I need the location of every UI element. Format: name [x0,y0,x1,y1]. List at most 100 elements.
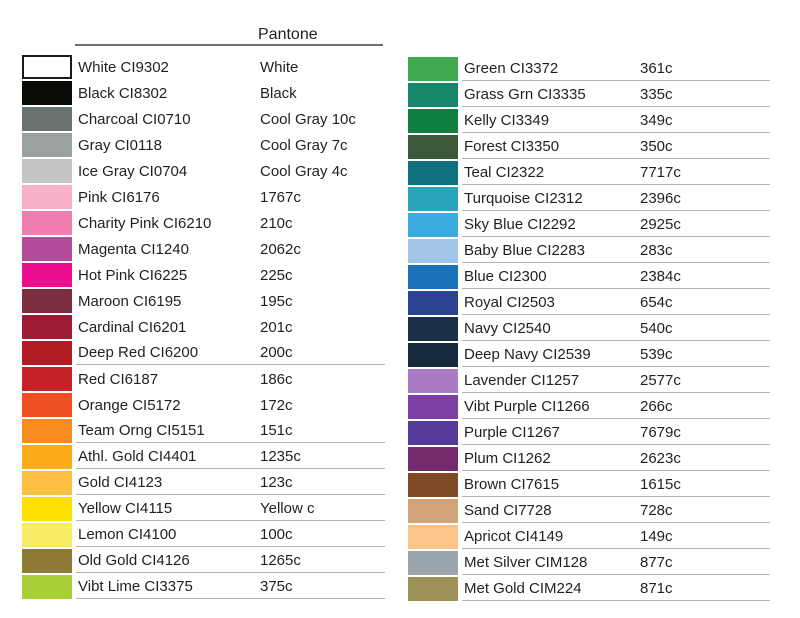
color-swatch [22,55,72,79]
color-swatch [408,369,458,393]
color-row-content: Cardinal CI6201 201c [76,315,385,339]
pantone-value: 335c [640,86,673,103]
pantone-value: 7679c [640,424,681,441]
color-row-content: Apricot CI4149 149c [462,525,770,549]
color-swatch [408,577,458,601]
color-swatch [22,185,72,209]
color-name-code: Sand CI7728 [464,502,552,519]
pantone-value: 871c [640,580,673,597]
pantone-value: 266c [640,398,673,415]
color-row-content: Forest CI3350 350c [462,135,770,159]
color-swatch [22,445,72,469]
color-name-code: Met Silver CIM128 [464,554,588,571]
color-row: Met Gold CIM224 871c [408,577,770,601]
color-swatch [408,135,458,159]
color-name-code: Orange CI5172 [78,396,181,414]
color-row-content: Met Gold CIM224 871c [462,577,770,601]
color-swatch [22,497,72,521]
pantone-value: Cool Gray 4c [260,162,348,180]
color-swatch [22,575,72,599]
color-swatch [408,525,458,549]
pantone-value: 1265c [260,552,301,569]
color-name-code: Teal CI2322 [464,164,545,181]
color-swatch [408,473,458,497]
color-row: Magenta CI1240 2062c [22,237,385,261]
pantone-value: 361c [640,60,673,77]
color-row-content: Sand CI7728 728c [462,499,770,523]
color-name-code: Ice Gray CI0704 [78,162,188,180]
color-name-code: Turquoise CI2312 [464,190,583,207]
color-name-code: Red CI6187 [78,370,159,388]
color-row-content: Green CI3372 361c [462,57,770,81]
color-name-code: Met Gold CIM224 [464,580,582,597]
color-name-code: Gold CI4123 [78,474,163,491]
color-swatch [408,499,458,523]
color-row-content: Team Orng CI5151 151c [76,419,385,443]
pantone-value: Black [260,84,297,102]
color-swatch [408,109,458,133]
color-name-code: Charcoal CI0710 [78,110,191,128]
color-row: Deep Red CI6200 200c [22,341,385,365]
pantone-value: Cool Gray 10c [260,110,356,128]
color-name-code: Purple CI1267 [464,424,560,441]
color-name-code: Gray CI0118 [78,136,162,154]
color-row: Sand CI7728 728c [408,499,770,523]
color-table-right: Green CI3372 361c Grass Grn CI3335 335c Kell… [408,57,770,603]
color-row: Yellow CI4115 Yellow c [22,497,385,521]
color-row-content: Plum CI1262 2623c [462,447,770,471]
color-swatch [22,523,72,547]
color-row-content: Black CI8302 Black [76,81,385,105]
color-row-content: Turquoise CI2312 2396c [462,187,770,211]
color-row-content: Gold CI4123 123c [76,471,385,495]
color-row-content: Kelly CI3349 349c [462,109,770,133]
color-swatch [408,421,458,445]
pantone-value: 350c [640,138,673,155]
color-swatch [408,291,458,315]
pantone-value: 210c [260,214,293,232]
color-name-code: Apricot CI4149 [464,528,564,545]
color-row: Plum CI1262 2623c [408,447,770,471]
color-row: Cardinal CI6201 201c [22,315,385,339]
color-swatch [408,187,458,211]
color-swatch [408,83,458,107]
color-row-content: Sky Blue CI2292 2925c [462,213,770,237]
color-name-code: Forest CI3350 [464,138,560,155]
color-row-content: Baby Blue CI2283 283c [462,239,770,263]
color-swatch [408,213,458,237]
pantone-value: 2062c [260,240,301,258]
color-row: Charcoal CI0710 Cool Gray 10c [22,107,385,131]
pantone-value: 1767c [260,188,301,206]
color-name-code: Maroon CI6195 [78,292,182,310]
color-swatch [22,289,72,313]
pantone-value: 200c [260,344,293,361]
color-swatch [22,159,72,183]
color-name-code: Pink CI6176 [78,188,160,206]
color-row-content: Deep Navy CI2539 539c [462,343,770,367]
color-row-content: Yellow CI4115 Yellow c [76,497,385,521]
color-name-code: Kelly CI3349 [464,112,550,129]
color-row: Vibt Purple CI1266 266c [408,395,770,419]
color-row-content: Ice Gray CI0704 Cool Gray 4c [76,159,385,183]
color-row: Old Gold CI4126 1265c [22,549,385,573]
color-row-content: Blue CI2300 2384c [462,265,770,289]
color-swatch [22,237,72,261]
pantone-value: 151c [260,422,293,439]
color-row: Athl. Gold CI4401 1235c [22,445,385,469]
color-name-code: Baby Blue CI2283 [464,242,585,259]
color-swatch [408,317,458,341]
color-name-code: Hot Pink CI6225 [78,266,188,284]
color-row-content: White CI9302 White [76,55,385,79]
pantone-value: 877c [640,554,673,571]
color-row: Purple CI1267 7679c [408,421,770,445]
color-swatch [22,393,72,417]
pantone-value: 2925c [640,216,681,233]
color-row: Green CI3372 361c [408,57,770,81]
color-swatch [22,549,72,573]
pantone-value: 123c [260,474,293,491]
color-row-content: Met Silver CIM128 877c [462,551,770,575]
pantone-value: 1235c [260,448,301,465]
color-swatch [22,211,72,235]
pantone-value: 728c [640,502,673,519]
color-name-code: Old Gold CI4126 [78,552,190,569]
color-row-content: Vibt Lime CI3375 375c [76,575,385,599]
